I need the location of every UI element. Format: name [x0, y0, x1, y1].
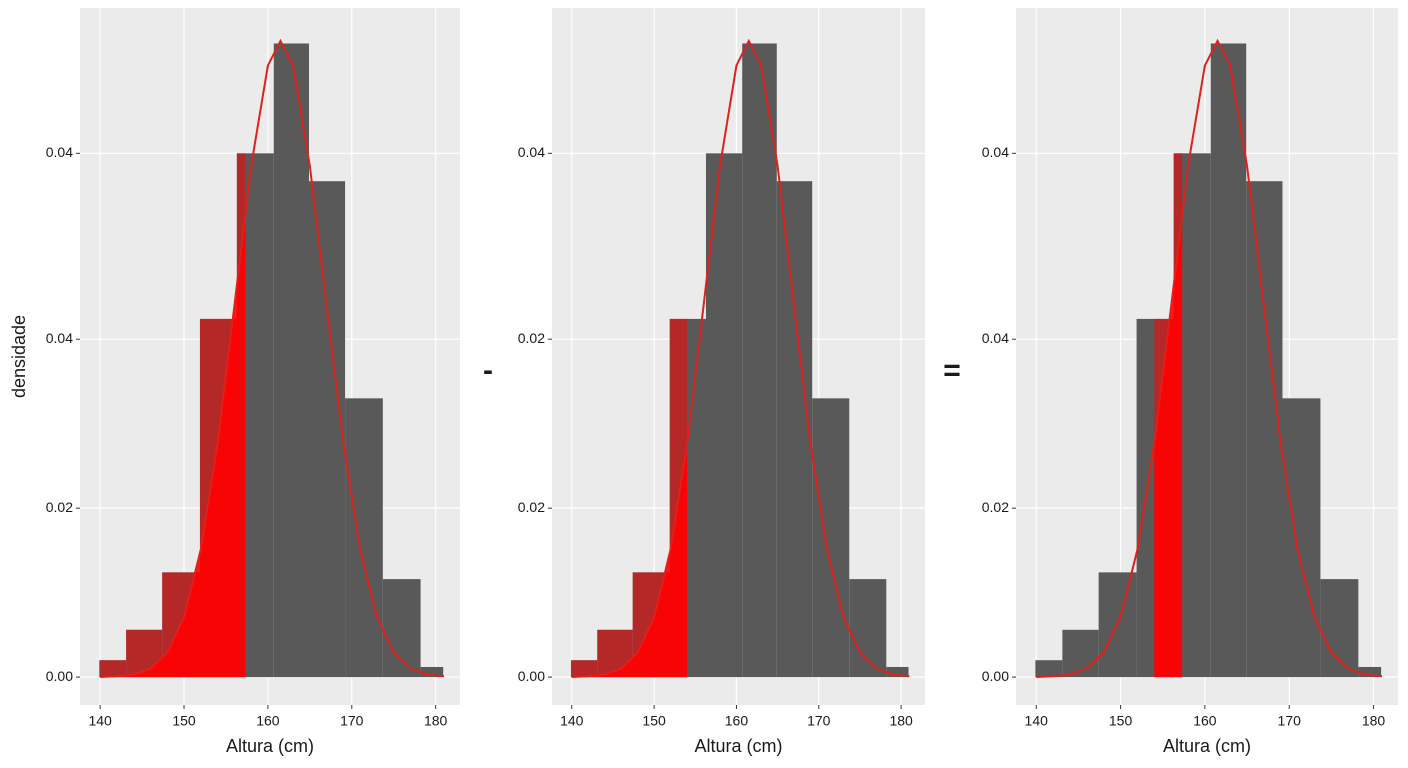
shaded-area [1154, 215, 1183, 678]
operator: = [943, 354, 961, 387]
highlighted-bar [571, 660, 598, 678]
x-tick-label: 140 [88, 713, 112, 729]
bar [776, 181, 813, 678]
x-tick-label: 180 [424, 713, 448, 729]
bar [1246, 181, 1283, 678]
bar [382, 579, 421, 678]
x-tick-label: 170 [340, 713, 364, 729]
density-curve [571, 38, 910, 678]
x-tick-label: 160 [256, 713, 280, 729]
density-curve [1036, 38, 1383, 678]
y-tick-label: 0.00 [518, 668, 545, 684]
operator: - [483, 354, 493, 387]
y-tick-label: 0.02 [518, 330, 545, 346]
x-tick-label: 180 [889, 713, 913, 729]
bar [849, 579, 887, 678]
bar [1035, 660, 1063, 678]
y-tick-label: 0.04 [46, 144, 73, 160]
bar [309, 181, 346, 678]
y-tick-label: 0.04 [518, 144, 545, 160]
y-tick-label: 0.02 [982, 499, 1009, 515]
x-tick-label: 150 [172, 713, 196, 729]
bar [420, 666, 444, 678]
bar [1282, 398, 1321, 678]
bar [812, 398, 850, 678]
bar [742, 43, 777, 678]
density-curve [100, 38, 445, 678]
y-axis-title: densidade [9, 315, 29, 398]
y-tick-label: 0.00 [982, 668, 1009, 684]
y-tick-label: 0.00 [46, 668, 73, 684]
x-axis-title: Altura (cm) [694, 736, 782, 756]
x-tick-label: 180 [1362, 713, 1386, 729]
bar [1062, 629, 1099, 678]
highlighted-bar [100, 660, 127, 678]
x-tick-label: 140 [1025, 713, 1049, 729]
x-tick-label: 170 [1278, 713, 1302, 729]
x-tick-label: 150 [1109, 713, 1133, 729]
bar [886, 666, 909, 678]
shaded-area [571, 443, 688, 678]
bar [273, 43, 310, 678]
x-tick-label: 140 [560, 713, 584, 729]
bar [1358, 666, 1382, 678]
y-tick-label: 0.02 [46, 499, 73, 515]
bar [1210, 43, 1247, 678]
shaded-area [100, 215, 246, 678]
x-tick-label: 150 [642, 713, 666, 729]
x-axis-title: Altura (cm) [226, 736, 314, 756]
x-axis-title: Altura (cm) [1163, 736, 1251, 756]
y-tick-label: 0.04 [46, 330, 73, 346]
bar [1320, 579, 1359, 678]
x-tick-label: 160 [725, 713, 749, 729]
y-tick-label: 0.02 [518, 499, 545, 515]
x-tick-label: 160 [1193, 713, 1217, 729]
y-tick-label: 0.04 [982, 330, 1009, 346]
bar [345, 398, 383, 678]
y-tick-label: 0.04 [982, 144, 1009, 160]
x-tick-label: 170 [807, 713, 831, 729]
